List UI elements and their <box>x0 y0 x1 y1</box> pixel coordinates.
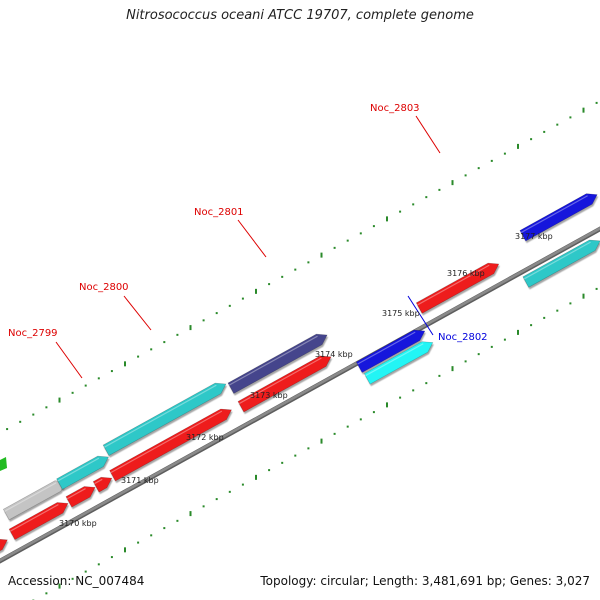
gene-noc-2803-highlight <box>417 264 490 306</box>
gene-red-left-edge <box>0 539 8 552</box>
gene-noc-2801 <box>227 333 328 394</box>
kbp-label: 3176 kbp <box>447 269 485 278</box>
gene-green-edge <box>0 457 7 471</box>
callout-line <box>237 219 267 258</box>
gene-callouts: Noc_2799 Noc_2800 Noc_2801 Noc_2803 Noc_2802 <box>8 103 488 379</box>
gene-red-d <box>109 408 232 482</box>
outer-tick-marks <box>6 101 598 431</box>
kbp-label: 3177 kbp <box>515 232 553 241</box>
callout-line <box>407 295 434 336</box>
gene-red-c <box>92 476 113 493</box>
gene-red-e-highlight <box>238 357 322 405</box>
kbp-label: 3170 kbp <box>59 519 97 528</box>
gene-blue-right-highlight <box>520 195 588 234</box>
callout-line <box>55 341 83 379</box>
gene-noc-2801-highlight <box>228 335 318 386</box>
gene-noc-2802 <box>363 341 434 385</box>
gene-blue-right <box>519 193 598 242</box>
gene-noc-2799 <box>56 455 109 490</box>
gene-noc-2800 <box>102 382 227 456</box>
kbp-label: 3171 kbp <box>121 476 159 485</box>
gene-label: Noc_2799 <box>8 328 58 339</box>
gene-blue-inner-highlight <box>357 331 416 365</box>
gene-label: Noc_2800 <box>79 282 129 293</box>
gene-label: Noc_2803 <box>370 103 420 114</box>
kbp-axis-labels: 3170 kbp 3171 kbp 3172 kbp 3173 kbp 3174 kbp… <box>59 232 553 528</box>
accession-text: Accession: NC_007484 <box>8 574 145 588</box>
gene-teal-right-highlight <box>523 241 591 280</box>
gene-blue-inner <box>355 329 426 373</box>
gene-red-a-highlight <box>9 504 59 532</box>
gene-label: Noc_2801 <box>194 207 244 218</box>
genome-summary-text: Topology: circular; Length: 3,481,691 bp… <box>260 574 590 588</box>
gene-red-b-highlight <box>66 488 86 500</box>
gene-noc-2800-highlight <box>104 384 217 448</box>
inner-tick-marks <box>32 287 598 600</box>
gene-features <box>0 193 600 552</box>
gene-red-e <box>237 355 332 413</box>
gene-teal-right <box>522 239 600 288</box>
kbp-label: 3175 kbp <box>382 309 420 318</box>
gene-red-c-highlight <box>94 478 103 485</box>
gene-label: Noc_2802 <box>438 332 488 343</box>
gene-red-b <box>65 486 96 508</box>
gene-noc-2799-highlight <box>57 457 100 482</box>
gene-red-a <box>8 502 69 541</box>
map-title: Nitrosococcus oceani ATCC 19707, complet… <box>126 8 474 23</box>
kbp-label: 3174 kbp <box>315 350 353 359</box>
gene-gray-feature-highlight <box>4 482 57 512</box>
kbp-label: 3173 kbp <box>250 391 288 400</box>
gene-noc-2802-highlight <box>365 343 424 377</box>
gene-noc-2803 <box>415 262 500 314</box>
gene-red-d-highlight <box>110 410 223 474</box>
callout-line <box>415 115 441 154</box>
kbp-label: 3172 kbp <box>186 433 224 442</box>
callout-line <box>123 295 152 331</box>
